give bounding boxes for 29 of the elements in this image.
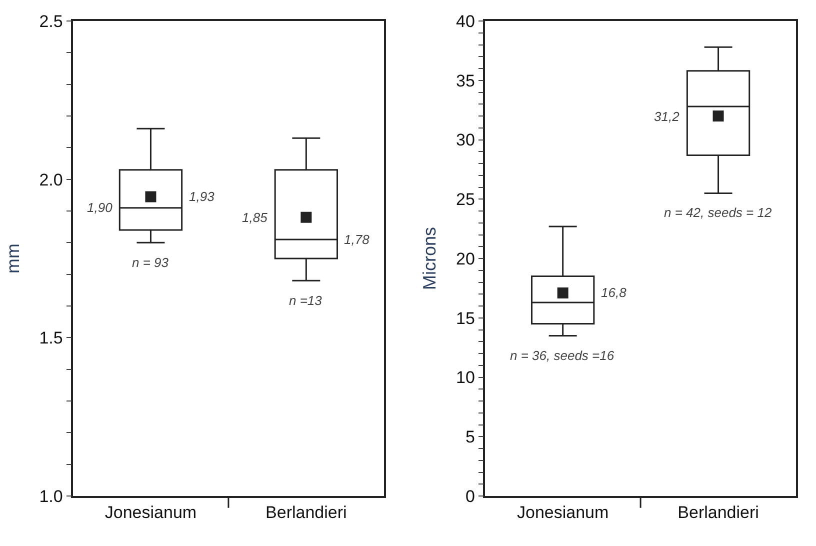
y-tick-label: 2.5 (39, 12, 63, 31)
x-tick-label: Berlandieri (266, 503, 347, 522)
x-tick-label: Berlandieri (678, 503, 759, 522)
y-tick-label: 2.0 (39, 170, 63, 190)
annotation: 1,78 (344, 232, 370, 247)
y-tick-label: 0 (465, 486, 475, 506)
y-axis-title: mm (2, 244, 23, 274)
y-tick-label: 15 (456, 308, 475, 328)
annotation: 1,93 (189, 189, 216, 204)
y-tick-label: 10 (456, 368, 475, 388)
x-tick-label: Jonesianum (104, 503, 197, 522)
annotation: n = 93 (132, 255, 170, 270)
annotation: n = 42, seeds = 12 (664, 205, 772, 220)
y-tick-label: 1.5 (39, 328, 63, 348)
y-tick-label: 1.0 (39, 486, 63, 506)
y-tick-label: 30 (456, 130, 475, 150)
y-tick-label: 35 (456, 71, 475, 90)
annotation: n =13 (289, 293, 323, 308)
y-tick-label: 40 (456, 12, 475, 31)
y-tick-label: 20 (456, 249, 475, 268)
annotation: n = 36, seeds =16 (510, 348, 615, 363)
y-axis-title: Microns (420, 226, 440, 290)
annotation: 16,8 (601, 285, 628, 300)
x-tick-label: Jonesianum (516, 503, 609, 522)
y-tick-label: 5 (465, 428, 475, 447)
y-tick-label: 25 (456, 190, 475, 210)
annotation: 31,2 (654, 109, 680, 124)
annotation: 1,85 (242, 210, 268, 225)
annotation: 1,90 (87, 200, 114, 215)
